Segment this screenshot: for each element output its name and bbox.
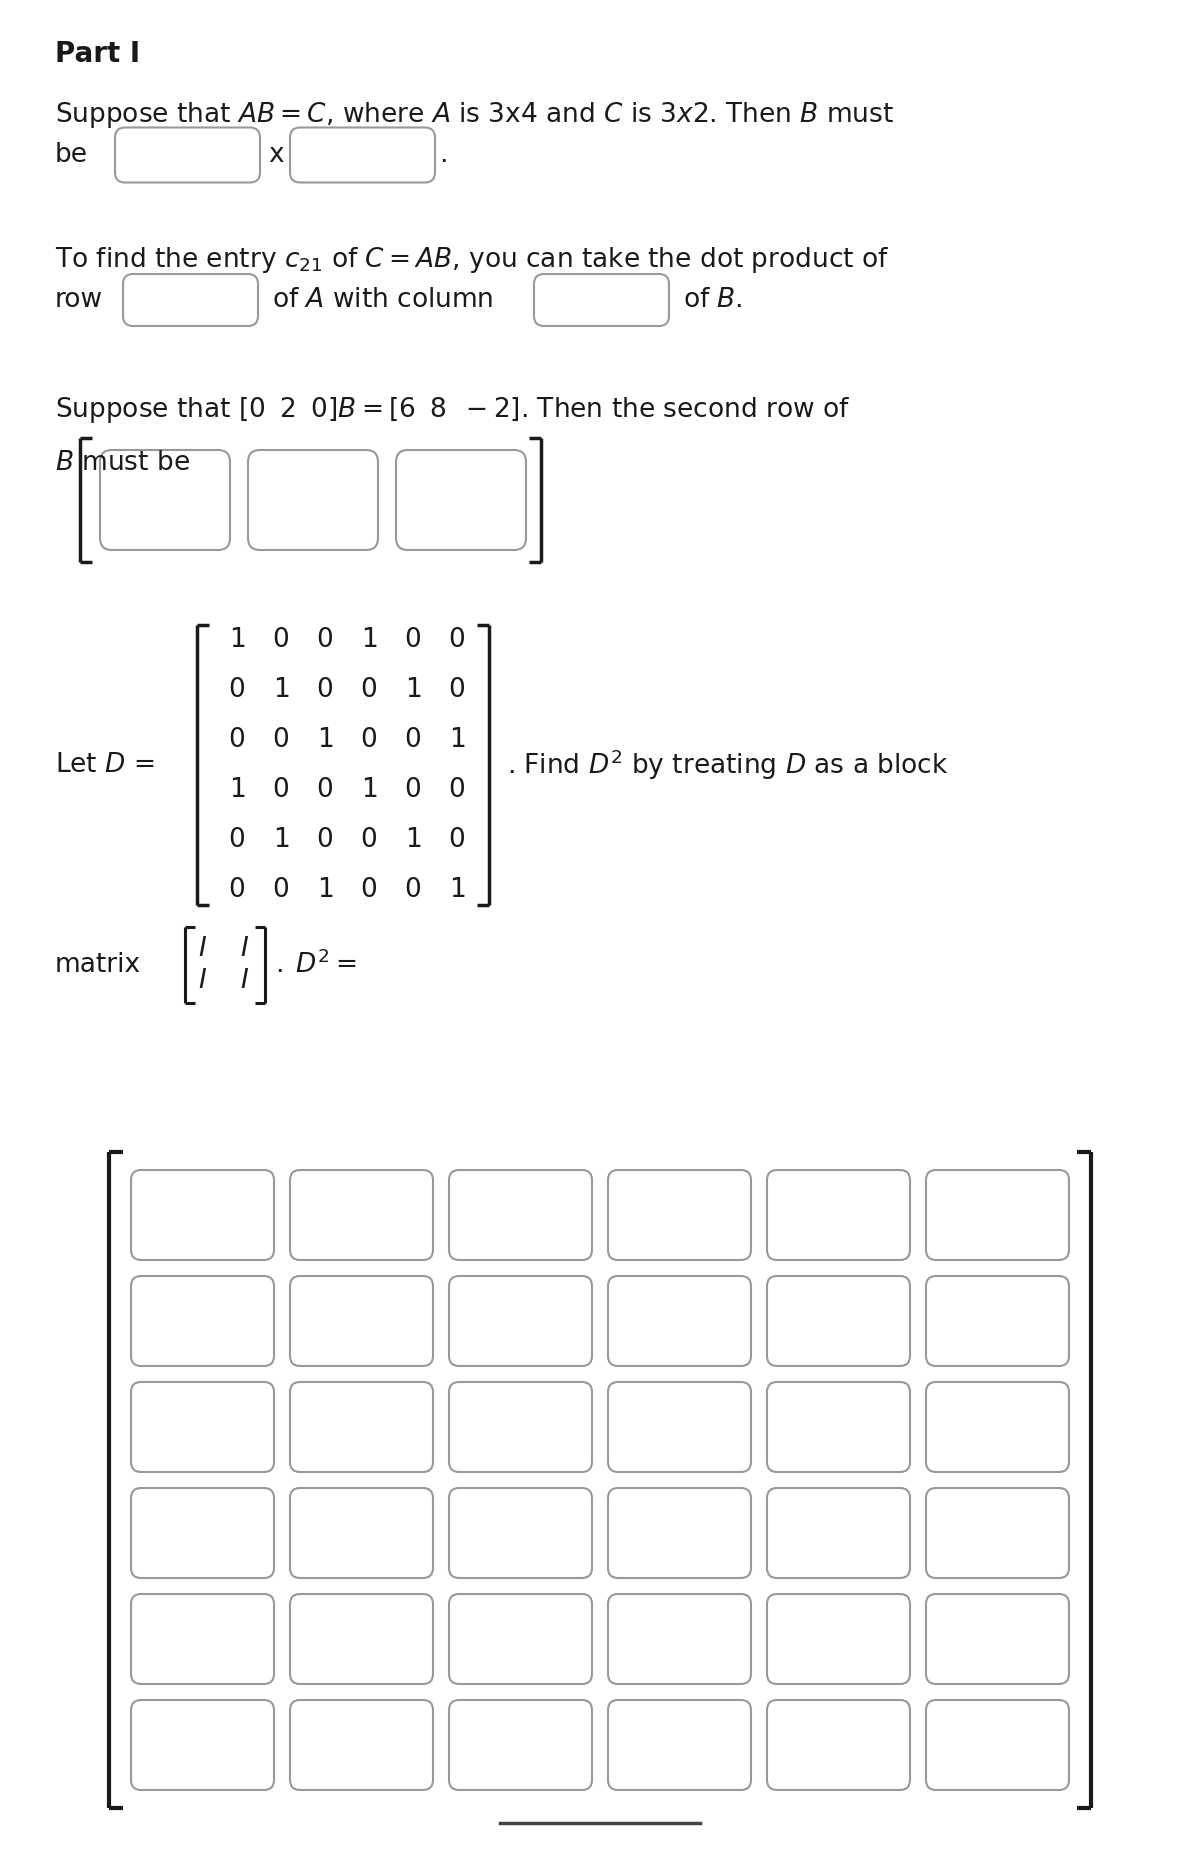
FancyBboxPatch shape: [131, 1276, 274, 1365]
FancyBboxPatch shape: [608, 1593, 751, 1684]
Text: $I$: $I$: [240, 968, 250, 994]
FancyBboxPatch shape: [926, 1593, 1069, 1684]
Text: 0: 0: [361, 677, 377, 703]
FancyBboxPatch shape: [290, 1593, 433, 1684]
FancyBboxPatch shape: [115, 128, 260, 182]
Text: 0: 0: [317, 827, 334, 853]
FancyBboxPatch shape: [608, 1171, 751, 1260]
FancyBboxPatch shape: [767, 1276, 910, 1365]
Text: x: x: [268, 143, 283, 169]
Text: 1: 1: [404, 677, 421, 703]
Text: Part I: Part I: [55, 41, 140, 69]
FancyBboxPatch shape: [767, 1171, 910, 1260]
FancyBboxPatch shape: [608, 1276, 751, 1365]
FancyBboxPatch shape: [608, 1699, 751, 1790]
Text: 0: 0: [229, 727, 245, 753]
FancyBboxPatch shape: [926, 1382, 1069, 1473]
Text: 1: 1: [229, 777, 245, 803]
Text: 0: 0: [404, 777, 421, 803]
FancyBboxPatch shape: [131, 1382, 274, 1473]
Text: . Find $D^2$ by treating $D$ as a block: . Find $D^2$ by treating $D$ as a block: [508, 748, 948, 783]
Text: of $B$.: of $B$.: [683, 288, 743, 313]
FancyBboxPatch shape: [926, 1699, 1069, 1790]
Text: 0: 0: [449, 677, 466, 703]
Text: 1: 1: [272, 677, 289, 703]
FancyBboxPatch shape: [124, 275, 258, 326]
Text: $I$: $I$: [198, 935, 208, 961]
FancyBboxPatch shape: [449, 1593, 592, 1684]
FancyBboxPatch shape: [290, 1699, 433, 1790]
FancyBboxPatch shape: [290, 1171, 433, 1260]
Text: 0: 0: [317, 677, 334, 703]
Text: $B$ must be: $B$ must be: [55, 451, 190, 477]
Text: 0: 0: [272, 877, 289, 903]
Text: 0: 0: [449, 627, 466, 653]
FancyBboxPatch shape: [248, 451, 378, 549]
Text: be: be: [55, 143, 88, 169]
Text: Suppose that $\left[0 \;\; 2 \;\; 0\right]B = \left[6 \;\; 8 \;\; -2\right]$. Th: Suppose that $\left[0 \;\; 2 \;\; 0\righ…: [55, 395, 850, 425]
Text: $I$: $I$: [198, 968, 208, 994]
Text: 0: 0: [229, 877, 245, 903]
Text: 0: 0: [229, 827, 245, 853]
Text: Let $D$ =: Let $D$ =: [55, 751, 155, 777]
FancyBboxPatch shape: [131, 1593, 274, 1684]
Text: 1: 1: [361, 627, 377, 653]
Text: To find the entry $c_{21}$ of $C = AB$, you can take the dot product of: To find the entry $c_{21}$ of $C = AB$, …: [55, 245, 889, 275]
FancyBboxPatch shape: [608, 1382, 751, 1473]
Text: $I$: $I$: [240, 935, 250, 961]
FancyBboxPatch shape: [290, 1488, 433, 1579]
Text: 1: 1: [229, 627, 245, 653]
Text: 0: 0: [317, 627, 334, 653]
Text: 0: 0: [449, 827, 466, 853]
Text: row: row: [55, 288, 103, 313]
FancyBboxPatch shape: [290, 1382, 433, 1473]
Text: 0: 0: [229, 677, 245, 703]
Text: 0: 0: [404, 877, 421, 903]
Text: 0: 0: [404, 727, 421, 753]
Text: 0: 0: [272, 627, 289, 653]
FancyBboxPatch shape: [926, 1488, 1069, 1579]
FancyBboxPatch shape: [131, 1488, 274, 1579]
FancyBboxPatch shape: [449, 1171, 592, 1260]
FancyBboxPatch shape: [534, 275, 670, 326]
FancyBboxPatch shape: [767, 1593, 910, 1684]
FancyBboxPatch shape: [926, 1276, 1069, 1365]
Text: 0: 0: [404, 627, 421, 653]
Text: 0: 0: [317, 777, 334, 803]
FancyBboxPatch shape: [449, 1276, 592, 1365]
Text: 1: 1: [317, 877, 334, 903]
FancyBboxPatch shape: [926, 1171, 1069, 1260]
FancyBboxPatch shape: [767, 1699, 910, 1790]
Text: 1: 1: [404, 827, 421, 853]
FancyBboxPatch shape: [100, 451, 230, 549]
Text: 0: 0: [272, 727, 289, 753]
Text: $. \; D^2 =$: $. \; D^2 =$: [275, 952, 356, 979]
FancyBboxPatch shape: [767, 1382, 910, 1473]
Text: 1: 1: [449, 877, 466, 903]
Text: matrix: matrix: [55, 952, 142, 978]
FancyBboxPatch shape: [396, 451, 526, 549]
FancyBboxPatch shape: [449, 1382, 592, 1473]
Text: 1: 1: [272, 827, 289, 853]
Text: 0: 0: [361, 877, 377, 903]
Text: of $A$ with column: of $A$ with column: [272, 288, 493, 313]
Text: 0: 0: [449, 777, 466, 803]
FancyBboxPatch shape: [767, 1488, 910, 1579]
Text: 1: 1: [449, 727, 466, 753]
Text: .: .: [439, 143, 448, 169]
Text: 0: 0: [272, 777, 289, 803]
FancyBboxPatch shape: [449, 1699, 592, 1790]
FancyBboxPatch shape: [290, 1276, 433, 1365]
Text: Suppose that $AB = C$, where $A$ is 3x4 and $C$ is $3x2$. Then $B$ must: Suppose that $AB = C$, where $A$ is 3x4 …: [55, 100, 894, 130]
Text: 0: 0: [361, 727, 377, 753]
FancyBboxPatch shape: [131, 1699, 274, 1790]
FancyBboxPatch shape: [290, 128, 436, 182]
FancyBboxPatch shape: [449, 1488, 592, 1579]
Text: 0: 0: [361, 827, 377, 853]
Text: 1: 1: [361, 777, 377, 803]
FancyBboxPatch shape: [608, 1488, 751, 1579]
FancyBboxPatch shape: [131, 1171, 274, 1260]
Text: 1: 1: [317, 727, 334, 753]
